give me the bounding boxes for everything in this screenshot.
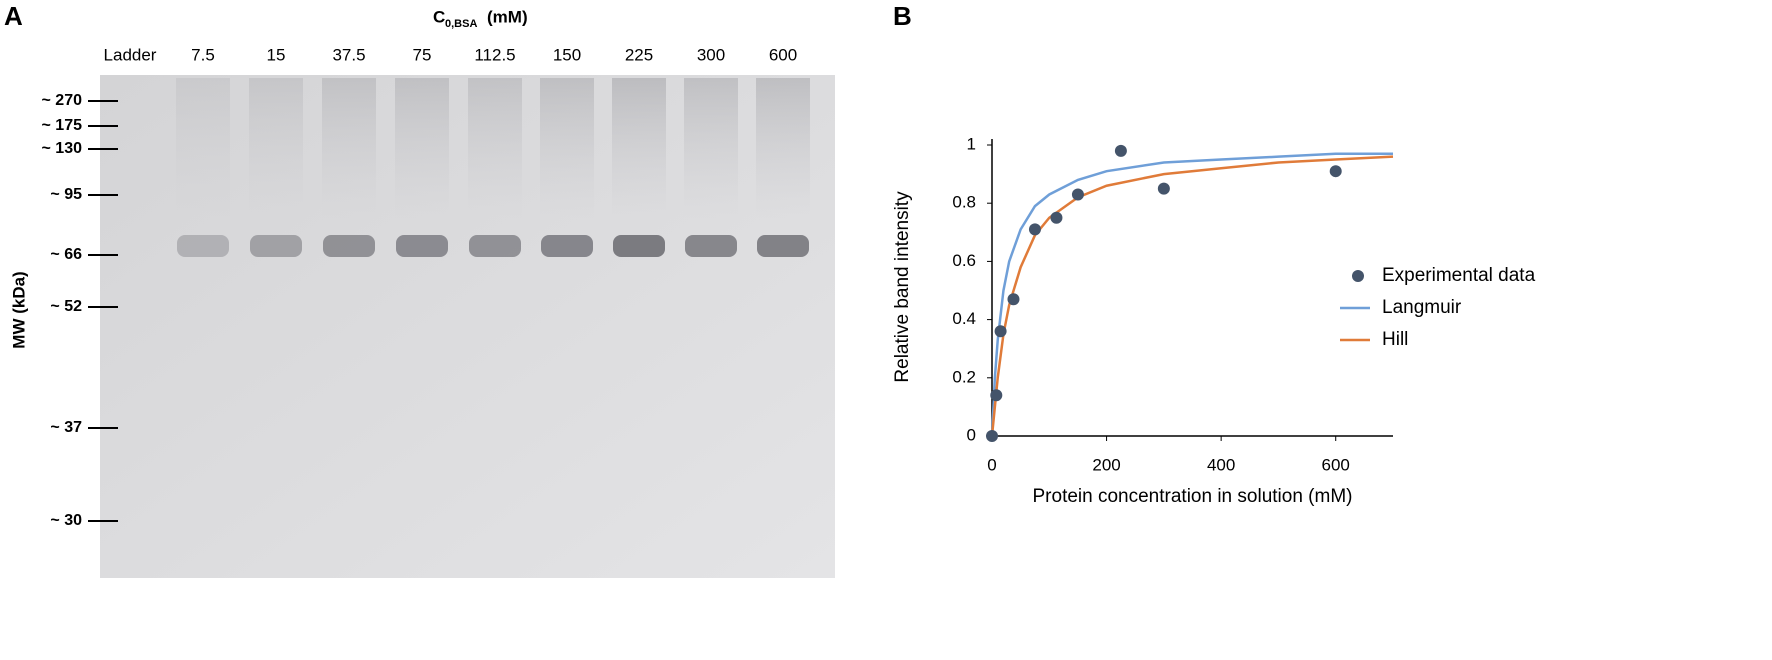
legend-label: Langmuir — [1382, 297, 1462, 318]
x-axis-label: Protein concentration in solution (mM) — [1033, 486, 1353, 507]
y-axis-label: Relative band intensity — [892, 191, 913, 383]
gel-title-subscript: 0,BSA — [445, 18, 477, 30]
protein-band — [250, 235, 302, 257]
protein-band — [541, 235, 593, 257]
mw-marker-label: ~ 66 — [50, 246, 82, 263]
legend-swatch — [1352, 270, 1364, 282]
y-tick-label: 0.4 — [952, 309, 976, 328]
data-point — [990, 389, 1003, 402]
lane-smear — [395, 78, 449, 218]
data-point — [1329, 165, 1342, 178]
protein-band — [323, 235, 375, 257]
gel-title-unit: (mM) — [487, 7, 528, 26]
lane-label: Ladder — [104, 45, 157, 64]
legend-label: Experimental data — [1382, 265, 1536, 286]
lane-smear — [684, 78, 738, 218]
lane-label: 225 — [625, 45, 653, 64]
lane-label: 300 — [697, 45, 725, 64]
mw-marker-label: ~ 52 — [50, 298, 82, 315]
x-tick-label: 0 — [987, 455, 996, 474]
lane-smear — [176, 78, 230, 218]
gel-y-label: MW (kDa) — [9, 271, 28, 348]
lane-smear — [249, 78, 303, 218]
y-tick-label: 0.2 — [952, 367, 976, 386]
fit-line — [990, 155, 1394, 437]
mw-marker-label: ~ 130 — [42, 140, 83, 157]
protein-band — [613, 235, 665, 257]
lane-smear — [756, 78, 810, 218]
y-tick-label: 0.6 — [952, 251, 976, 270]
lane-label: 75 — [413, 45, 432, 64]
data-point — [1028, 223, 1041, 236]
panel-label: A — [4, 1, 23, 31]
lane-smear — [322, 78, 376, 218]
x-tick-label: 200 — [1092, 455, 1120, 474]
mw-marker-label: ~ 37 — [50, 419, 82, 436]
data-point — [986, 430, 998, 442]
fit-line — [990, 152, 1393, 437]
data-point — [1114, 144, 1127, 157]
lane-label: 150 — [553, 45, 581, 64]
lane-smear — [612, 78, 666, 218]
protein-band — [685, 235, 737, 257]
chart: 0 0.2 0.4 0.6 0.8 1 0 200 400 600 Protein concentr… — [892, 134, 1536, 507]
x-tick-label: 600 — [1322, 455, 1350, 474]
lane-label: 112.5 — [474, 45, 515, 64]
panel-label: B — [893, 1, 912, 31]
lane-label: 600 — [769, 45, 797, 64]
protein-band — [469, 235, 521, 257]
data-point — [1007, 293, 1020, 306]
protein-band — [177, 235, 229, 257]
mw-marker-label: ~ 270 — [42, 92, 83, 109]
x-tick-label: 400 — [1207, 455, 1235, 474]
y-tick-label: 0.8 — [952, 193, 976, 212]
data-point — [1157, 182, 1170, 195]
lane-label: 7.5 — [191, 45, 215, 64]
y-tick-label: 0 — [967, 425, 976, 444]
y-tick-label: 1 — [967, 134, 976, 153]
data-point — [1050, 211, 1063, 224]
mw-marker-label: ~ 95 — [50, 186, 82, 203]
mw-marker-label: ~ 30 — [50, 512, 82, 529]
lane-smear — [468, 78, 522, 218]
mw-marker-label: ~ 175 — [42, 117, 83, 134]
data-point — [994, 325, 1007, 338]
lane-label: 15 — [267, 45, 286, 64]
protein-band — [396, 235, 448, 257]
lane-label: 37.5 — [332, 45, 365, 64]
data-point — [1071, 188, 1084, 201]
protein-band — [757, 235, 809, 257]
legend-label: Hill — [1382, 329, 1408, 350]
gel-title: C — [433, 7, 445, 26]
gel-lanes: Ladder 7.5 15 37.5 75 112.5 150 225 300 600 ~ 270 ~… — [42, 45, 810, 529]
lane-smear — [540, 78, 594, 218]
